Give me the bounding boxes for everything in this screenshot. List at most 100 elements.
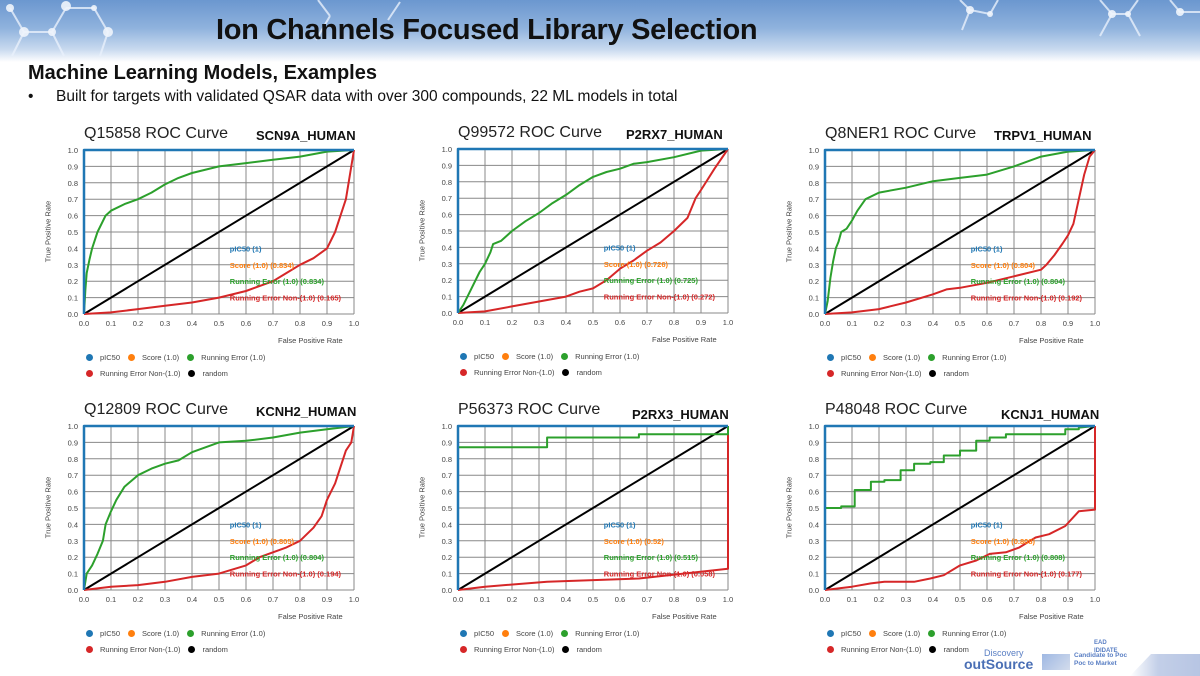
series-line <box>824 149 1096 315</box>
roc-chart-q99572: Q99572 ROC Curve P2RX7_HUMAN 0.0 0.0 0.1 0.… <box>404 124 764 384</box>
auc-annotation: Running Error Non-(1.0) (0.058) <box>604 570 716 579</box>
legend-item[interactable]: Running Error (1.0) <box>559 352 639 361</box>
y-tick-label: 0.3 <box>442 537 452 546</box>
auc-annotation: Running Error Non-(1.0) (0.165) <box>230 294 342 303</box>
legend-swatch-icon <box>86 369 93 377</box>
legend-swatch-icon <box>562 368 570 376</box>
x-tick-label: 0.8 <box>669 318 679 327</box>
legend-item[interactable]: random <box>927 645 969 654</box>
y-tick-label: 0.0 <box>68 586 78 595</box>
legend-label: random <box>202 644 228 654</box>
legend-item[interactable]: pIC50 <box>458 629 494 638</box>
x-tick-label: 0.5 <box>214 595 224 604</box>
x-axis-label: False Positive Rate <box>1019 612 1084 621</box>
legend-item[interactable]: Score (1.0) <box>126 353 179 362</box>
y-tick-label: 0.9 <box>442 161 452 170</box>
x-axis-label: False Positive Rate <box>652 335 717 344</box>
y-axis-label: True Positive Rate <box>43 476 53 539</box>
y-tick-label: 0.3 <box>809 261 819 270</box>
plot-area: 0.00.0 0.1 0.1 0.2 0.2 0.3 0.3 0.4 0.4 0.5 0.5 0.6 0… <box>442 145 734 327</box>
y-tick-label: 0.0 <box>442 586 452 595</box>
legend-item[interactable]: Score (1.0) <box>867 353 920 362</box>
x-tick-label: 0.9 <box>696 595 706 604</box>
legend-label: Score (1.0) <box>142 628 180 638</box>
y-tick-label: 0.1 <box>809 570 819 579</box>
legend-item[interactable]: pIC50 <box>825 629 861 638</box>
chart-legend: pIC50 Score (1.0) Running Error (1.0) Runni… <box>84 625 271 657</box>
bullet-item: • Built for targets with validated QSAR d… <box>28 88 677 106</box>
legend-item[interactable]: Score (1.0) <box>126 629 179 638</box>
x-tick-label: 0.6 <box>982 595 992 604</box>
plot-area: 0.00.0 0.1 0.1 0.2 0.2 0.3 0.3 0.4 0.4 0.5 0.5 0.6 0… <box>68 422 360 604</box>
legend-label: random <box>576 644 602 654</box>
legend-item[interactable]: pIC50 <box>84 629 120 638</box>
x-tick-label: 0.6 <box>241 319 251 328</box>
roc-chart-p56373: P56373 ROC Curve P2RX3_HUMAN 0.0 0.0 0.1 0.… <box>404 401 764 661</box>
series-line <box>457 148 729 314</box>
series-line <box>824 425 1096 591</box>
legend-item[interactable]: Running Error Non-(1.0) <box>458 645 554 654</box>
legend-swatch-icon <box>928 353 936 361</box>
legend-item[interactable]: Running Error (1.0) <box>926 353 1006 362</box>
legend-item[interactable]: Running Error (1.0) <box>185 353 265 362</box>
gene-label: KCNH2_HUMAN <box>256 404 357 419</box>
legend-swatch-icon <box>827 353 834 361</box>
y-tick-label: 1.0 <box>68 422 78 431</box>
y-tick-label: 0.2 <box>442 276 452 285</box>
x-tick-label: 0.2 <box>507 318 517 327</box>
x-tick-label: 0.8 <box>295 595 305 604</box>
x-tick-label: 0.1 <box>480 318 490 327</box>
y-tick-label: 0.7 <box>809 471 819 480</box>
x-tick-label: 0.5 <box>955 595 965 604</box>
legend-item[interactable]: Score (1.0) <box>500 629 553 638</box>
y-tick-label: 0.9 <box>68 162 78 171</box>
legend-label: Running Error Non-(1.0) <box>100 368 181 378</box>
legend-item[interactable]: random <box>186 644 228 654</box>
y-tick-label: 0.4 <box>68 520 78 529</box>
legend-swatch-icon <box>562 645 570 653</box>
legend-item[interactable]: random <box>186 369 228 378</box>
legend-item[interactable]: Running Error Non-(1.0) <box>825 645 921 654</box>
series-line <box>824 425 1096 590</box>
legend-swatch-icon <box>561 352 569 360</box>
legend-item[interactable]: random <box>927 369 969 378</box>
legend-item[interactable]: Score (1.0) <box>500 352 553 361</box>
x-axis-label: False Positive Rate <box>278 336 343 345</box>
auc-annotation: Running Error (1.0) (0.834) <box>230 277 325 286</box>
section-subtitle: Machine Learning Models, Examples <box>28 62 377 84</box>
legend-swatch-icon <box>86 629 93 637</box>
legend-swatch-icon <box>460 368 467 376</box>
legend-item[interactable]: Running Error (1.0) <box>926 629 1006 638</box>
y-tick-label: 0.0 <box>442 309 452 318</box>
y-tick-label: 0.7 <box>809 195 819 204</box>
legend-swatch-icon <box>929 645 937 653</box>
logo-tagline: Candidate to Poc Poc to Market <box>1074 652 1128 667</box>
legend-item[interactable]: pIC50 <box>825 353 861 362</box>
series-line <box>457 426 729 591</box>
legend-item[interactable]: pIC50 <box>458 352 494 361</box>
legend-item[interactable]: pIC50 <box>84 353 120 362</box>
legend-label: Score (1.0) <box>516 351 554 361</box>
legend-item[interactable]: Running Error Non-(1.0) <box>825 369 921 378</box>
legend-swatch-icon <box>827 629 834 637</box>
y-tick-label: 0.5 <box>809 228 819 237</box>
legend-item[interactable]: random <box>560 368 602 377</box>
chart-legend: pIC50 Score (1.0) Running Error (1.0) Runni… <box>825 625 1012 657</box>
legend-swatch-icon <box>128 353 136 361</box>
y-tick-label: 0.9 <box>68 438 78 447</box>
legend-item[interactable]: Running Error Non-(1.0) <box>458 368 554 377</box>
legend-item[interactable]: Running Error (1.0) <box>185 629 265 638</box>
legend-item[interactable]: Running Error (1.0) <box>559 629 639 638</box>
auc-annotation: Running Error (1.0) (0.725) <box>604 276 699 285</box>
y-tick-label: 0.0 <box>68 310 78 319</box>
chart-title: Q8NER1 ROC Curve <box>825 125 977 142</box>
legend-label: Running Error (1.0) <box>942 628 1007 638</box>
legend-item[interactable]: Running Error Non-(1.0) <box>84 645 180 654</box>
x-tick-label: 0.5 <box>955 319 965 328</box>
legend-item[interactable]: random <box>560 644 602 654</box>
x-tick-label: 0.0 <box>453 318 463 327</box>
x-tick-label: 0.1 <box>480 595 490 604</box>
legend-item[interactable]: Score (1.0) <box>867 629 920 638</box>
legend-item[interactable]: Running Error Non-(1.0) <box>84 369 180 378</box>
auc-annotation: Score (1.0) (0.808) <box>971 537 1036 546</box>
